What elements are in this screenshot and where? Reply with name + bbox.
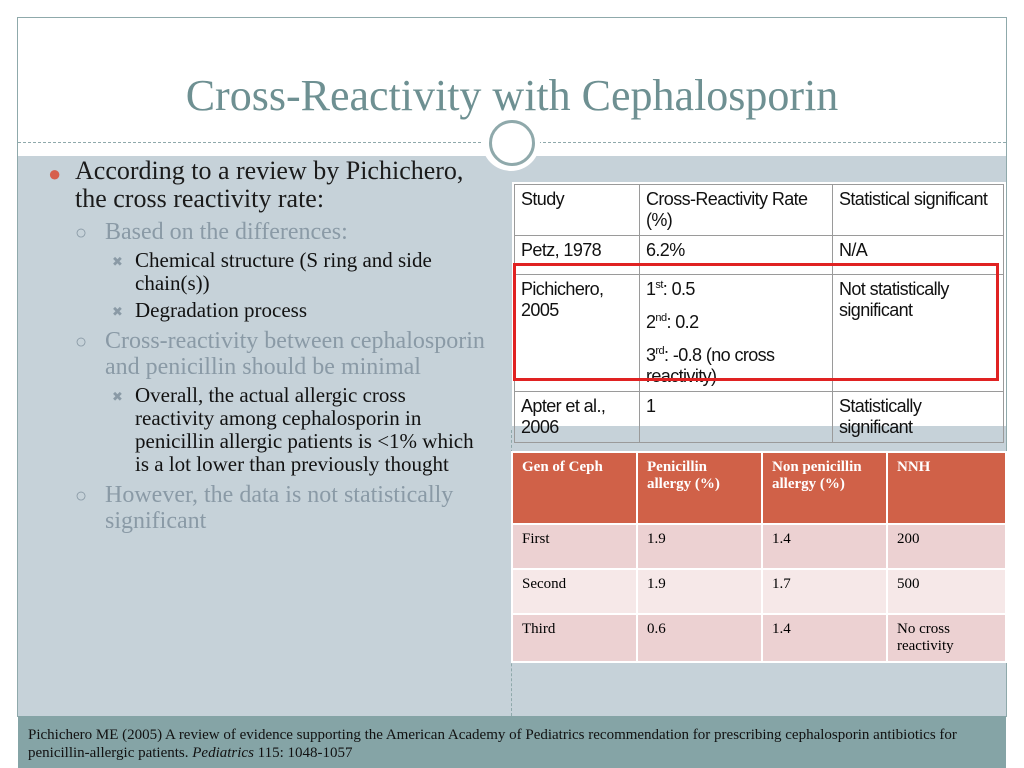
header-cell: Statistical significant <box>832 184 1004 236</box>
table-row: Third 0.6 1.4 No cross reactivity <box>511 613 1007 663</box>
header-cell: NNH <box>886 451 1007 525</box>
table-cell: N/A <box>832 235 1004 275</box>
table-cell: Petz, 1978 <box>514 235 640 275</box>
table-cell: Pichichero, 2005 <box>514 274 640 392</box>
bullet-level3: ✖ Overall, the actual allergic cross rea… <box>45 384 485 476</box>
table-cell: Statistically significant <box>832 391 1004 443</box>
header-cell: Gen of Ceph <box>511 451 638 525</box>
bullet-text: Degradation process <box>135 298 308 322</box>
rate-line: 3rd: -0.8 (no cross reactivity) <box>646 345 775 386</box>
table-cell: 500 <box>886 568 1007 615</box>
divider-ring-icon <box>489 120 535 166</box>
table-cell: 1st: 0.5 2nd: 0.2 3rd: -0.8 (no cross re… <box>639 274 833 392</box>
bullet-text: Overall, the actual allergic cross react… <box>135 383 474 476</box>
bullet-level3: ✖ Degradation process <box>45 299 485 322</box>
table-row: Petz, 1978 6.2% N/A <box>514 235 1004 275</box>
bullet-text: However, the data is not statistically s… <box>105 482 454 534</box>
table-cell: No cross reactivity <box>886 613 1007 663</box>
header-cell: Non penicillin allergy (%) <box>761 451 888 525</box>
table-header-row: Gen of Ceph Penicillin allergy (%) Non p… <box>511 451 1007 525</box>
table-cell: 1.4 <box>761 613 888 663</box>
bullet-level1: ● According to a review by Pichichero, t… <box>45 157 485 213</box>
cross-bullet-icon: ✖ <box>112 389 123 404</box>
table-cell: 1.4 <box>761 523 888 570</box>
header-cell: Cross-Reactivity Rate (%) <box>639 184 833 236</box>
table-cell: 0.6 <box>636 613 763 663</box>
citation-footer: Pichichero ME (2005) A review of evidenc… <box>18 716 1006 768</box>
table-cell: Not statistically significant <box>832 274 1004 392</box>
table-row: Second 1.9 1.7 500 <box>511 568 1007 615</box>
bullet-text: According to a review by Pichichero, the… <box>75 156 464 213</box>
table-cell: 1.7 <box>761 568 888 615</box>
slide-title: Cross-Reactivity with Cephalosporin <box>185 71 839 120</box>
citation-text: Pichichero ME (2005) A review of evidenc… <box>28 727 957 761</box>
table-cell: 1.9 <box>636 568 763 615</box>
bullet-level2: ○ Based on the differences: <box>45 219 485 245</box>
ring-bullet-icon: ○ <box>75 222 88 244</box>
header-cell: Study <box>514 184 640 236</box>
generation-table: Gen of Ceph Penicillin allergy (%) Non p… <box>511 451 1007 663</box>
study-table-image: Study Cross-Reactivity Rate (%) Statisti… <box>512 182 1006 443</box>
table-cell: 200 <box>886 523 1007 570</box>
study-table-header: Study Cross-Reactivity Rate (%) Statisti… <box>514 184 1004 236</box>
ring-bullet-icon: ○ <box>75 331 88 353</box>
cross-bullet-icon: ✖ <box>112 304 123 319</box>
table-cell: Second <box>511 568 638 615</box>
table-row: Apter et al., 2006 1 Statistically signi… <box>514 391 1004 443</box>
table-row: Pichichero, 2005 1st: 0.5 2nd: 0.2 3rd: … <box>514 274 1004 392</box>
journal-name: Pediatrics <box>192 745 254 761</box>
highlight-box <box>513 263 999 381</box>
study-table: Study Cross-Reactivity Rate (%) Statisti… <box>514 184 1004 443</box>
table-cell: Third <box>511 613 638 663</box>
table-row: First 1.9 1.4 200 <box>511 523 1007 570</box>
table-cell: 1 <box>639 391 833 443</box>
bullet-level3: ✖ Chemical structure (S ring and side ch… <box>45 249 485 295</box>
bullet-level2: ○ Cross-reactivity between cephalosporin… <box>45 328 485 380</box>
dot-bullet-icon: ● <box>48 161 62 186</box>
cross-bullet-icon: ✖ <box>112 254 123 269</box>
ring-bullet-icon: ○ <box>75 485 88 507</box>
bullet-level2: ○ However, the data is not statistically… <box>45 482 485 534</box>
rate-line: 2nd: 0.2 <box>646 312 699 332</box>
header-cell: Penicillin allergy (%) <box>636 451 763 525</box>
table-cell: 6.2% <box>639 235 833 275</box>
rate-line: 1st: 0.5 <box>646 279 695 299</box>
table-cell: 1.9 <box>636 523 763 570</box>
table-cell: Apter et al., 2006 <box>514 391 640 443</box>
table-cell: First <box>511 523 638 570</box>
bullet-text: Based on the differences: <box>105 219 348 245</box>
bullet-text: Chemical structure (S ring and side chai… <box>135 248 432 295</box>
bullet-text: Cross-reactivity between cephalosporin a… <box>105 328 485 380</box>
bullet-list: ● According to a review by Pichichero, t… <box>45 157 485 535</box>
